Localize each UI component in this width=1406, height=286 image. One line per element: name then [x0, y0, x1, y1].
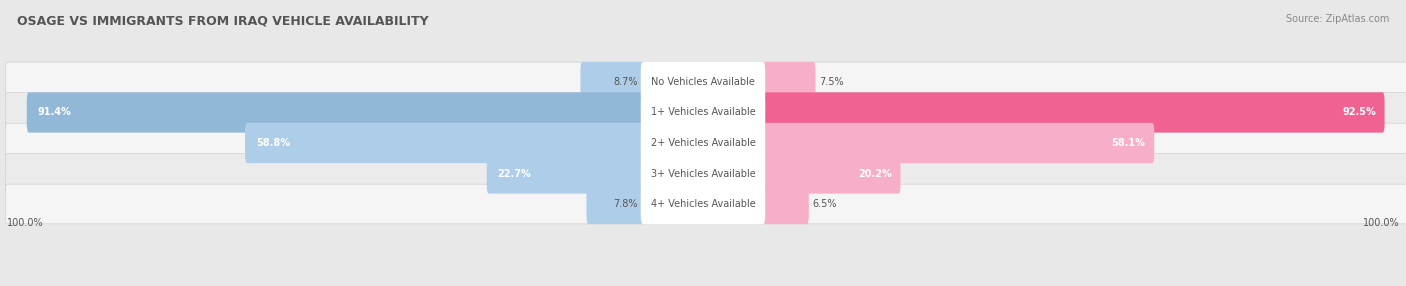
Text: 91.4%: 91.4%	[38, 108, 72, 118]
FancyBboxPatch shape	[641, 62, 765, 102]
Text: OSAGE VS IMMIGRANTS FROM IRAQ VEHICLE AVAILABILITY: OSAGE VS IMMIGRANTS FROM IRAQ VEHICLE AV…	[17, 14, 429, 27]
Text: 1+ Vehicles Available: 1+ Vehicles Available	[651, 108, 755, 118]
FancyBboxPatch shape	[27, 92, 645, 133]
Text: 3+ Vehicles Available: 3+ Vehicles Available	[651, 168, 755, 178]
FancyBboxPatch shape	[759, 123, 1154, 163]
FancyBboxPatch shape	[586, 184, 645, 224]
FancyBboxPatch shape	[581, 62, 645, 102]
FancyBboxPatch shape	[641, 123, 765, 163]
FancyBboxPatch shape	[759, 62, 815, 102]
FancyBboxPatch shape	[245, 123, 645, 163]
FancyBboxPatch shape	[641, 92, 765, 133]
Text: 8.7%: 8.7%	[613, 77, 637, 87]
Text: 92.5%: 92.5%	[1343, 108, 1376, 118]
FancyBboxPatch shape	[6, 184, 1406, 224]
Text: 4+ Vehicles Available: 4+ Vehicles Available	[651, 199, 755, 209]
FancyBboxPatch shape	[6, 93, 1406, 132]
Text: 7.8%: 7.8%	[613, 199, 637, 209]
Text: 6.5%: 6.5%	[813, 199, 837, 209]
Text: 2+ Vehicles Available: 2+ Vehicles Available	[651, 138, 755, 148]
FancyBboxPatch shape	[759, 184, 808, 224]
FancyBboxPatch shape	[6, 154, 1406, 193]
Text: Source: ZipAtlas.com: Source: ZipAtlas.com	[1285, 14, 1389, 24]
FancyBboxPatch shape	[641, 153, 765, 194]
FancyBboxPatch shape	[641, 184, 765, 224]
Text: 20.2%: 20.2%	[858, 168, 891, 178]
Text: 7.5%: 7.5%	[818, 77, 844, 87]
Text: 58.8%: 58.8%	[256, 138, 290, 148]
Text: No Vehicles Available: No Vehicles Available	[651, 77, 755, 87]
Text: 58.1%: 58.1%	[1112, 138, 1146, 148]
Text: 22.7%: 22.7%	[498, 168, 531, 178]
Text: 100.0%: 100.0%	[1362, 218, 1399, 228]
FancyBboxPatch shape	[759, 153, 900, 194]
FancyBboxPatch shape	[6, 123, 1406, 163]
FancyBboxPatch shape	[486, 153, 645, 194]
FancyBboxPatch shape	[6, 62, 1406, 102]
Text: 100.0%: 100.0%	[7, 218, 44, 228]
FancyBboxPatch shape	[759, 92, 1385, 133]
